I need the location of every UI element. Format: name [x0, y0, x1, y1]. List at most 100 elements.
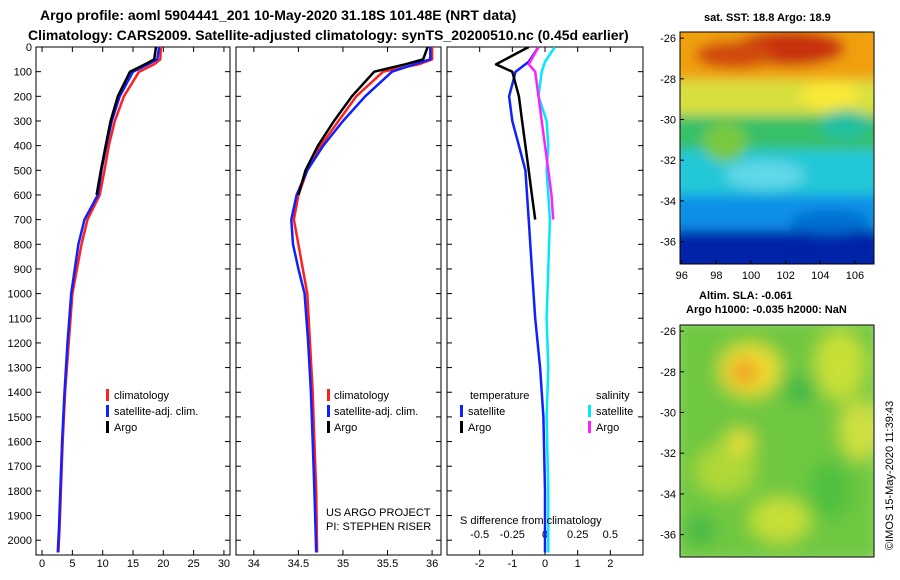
map-y-tick-label: -26 — [660, 33, 676, 45]
sla-map-subtitle: Argo h1000: -0.035 h2000: NaN — [686, 304, 847, 316]
temperature-axes — [35, 46, 231, 556]
map-y-tick-label: -30 — [660, 115, 676, 127]
salinity-panel: 34 34.5 35 35.5 36 climatology satellite-adj… — [235, 46, 442, 570]
legend-swatch-sal-argo — [588, 421, 591, 433]
legend-label-temp-satellite: satellite — [468, 406, 505, 418]
x-tick-label: 0 — [542, 558, 548, 570]
y-tick-label: 0 — [26, 42, 32, 54]
x-tick-label: 1 — [575, 558, 581, 570]
difference-lines — [494, 47, 556, 553]
y-tick-label: 900 — [14, 264, 32, 276]
y-tick-label: 400 — [14, 141, 32, 153]
difference-panel: -0.5 -0.25 0 0.25 0.5-2 -1 0 1 2 temperature sal… — [446, 46, 644, 570]
map-y-tick-label: -26 — [660, 326, 676, 338]
sst-map-frame — [679, 31, 875, 265]
imos-credit: ©IMOS 15-May-2020 11:39:43 — [884, 401, 896, 550]
legend-label-temp-argo: Argo — [468, 422, 491, 434]
y-tick-label: 2000 — [8, 535, 32, 547]
title-line-2: Climatology: CARS2009. Satellite-adjuste… — [28, 27, 629, 43]
legend-swatch-sal-satellite — [588, 405, 591, 417]
x-tick-label: -0.25 — [500, 529, 525, 541]
y-tick-label: 1700 — [8, 461, 32, 473]
legend-label-climatology: climatology — [114, 390, 170, 402]
sla-map-frame — [679, 324, 875, 558]
x-tick-label: 0.5 — [603, 529, 618, 541]
sst-heatmap — [680, 32, 874, 264]
y-tick-label: 1600 — [8, 437, 32, 449]
y-tick-label: 500 — [14, 165, 32, 177]
legend-swatch-argo — [327, 421, 330, 433]
map-y-tick-label: -28 — [660, 74, 676, 86]
x-tick-label: 10 — [97, 558, 109, 570]
x-tick-label: -1 — [507, 558, 517, 570]
legend-swatch-temp-argo — [460, 421, 463, 433]
x-tick-label: 0 — [39, 558, 45, 570]
x-tick-label: 30 — [218, 558, 230, 570]
map-x-tick-label: 98 — [710, 270, 722, 282]
legend-label-argo: Argo — [114, 422, 137, 434]
map-x-tick-label: 102 — [776, 270, 794, 282]
sla-map-ticks: -26 -28 -30 -32 -34 -36 — [660, 326, 684, 542]
legend-swatch-climatology — [327, 389, 330, 401]
y-tick-label: 1800 — [8, 486, 32, 498]
difference-xlabel: S difference from climatology — [460, 515, 602, 527]
series-line-argo — [95, 47, 158, 196]
legend-label-sal-satellite: satellite — [596, 406, 633, 418]
legend-swatch-climatology — [106, 389, 109, 401]
series-line-satellite-adj-clim — [56, 47, 161, 553]
series-line-temperature-satellite — [507, 47, 547, 553]
legend-header-temperature: temperature — [470, 390, 529, 402]
legend-label-climatology: climatology — [334, 390, 390, 402]
legend-label-argo: Argo — [334, 422, 357, 434]
map-y-tick-label: -30 — [660, 408, 676, 420]
x-tick-label: 35.5 — [377, 558, 398, 570]
x-tick-label: 34.5 — [288, 558, 309, 570]
legend-label-sal-argo: Argo — [596, 422, 619, 434]
difference-ticks: -0.5 -0.25 0 0.25 0.5-2 -1 0 1 2 — [447, 46, 643, 570]
legend-swatch-satellite — [327, 405, 330, 417]
map-x-tick-label: 106 — [846, 270, 864, 282]
series-line-temperature-argo — [494, 47, 537, 220]
map-y-tick-label: -36 — [660, 237, 676, 249]
x-tick-label: 25 — [188, 558, 200, 570]
temperature-panel: 0100200300400500600700800900100011001200… — [8, 42, 231, 570]
map-y-tick-label: -32 — [660, 448, 676, 460]
map-y-tick-label: -32 — [660, 155, 676, 167]
y-tick-label: 700 — [14, 215, 32, 227]
legend-label-satellite: satellite-adj. clim. — [334, 406, 418, 418]
y-tick-label: 100 — [14, 67, 32, 79]
sst-map-panel: sat. SST: 18.8 Argo: 18.9 -26 -28 -30 -32 -3… — [660, 12, 875, 282]
x-tick-label: -0.5 — [470, 529, 489, 541]
x-tick-label: 5 — [69, 558, 75, 570]
y-tick-label: 1000 — [8, 289, 32, 301]
y-tick-label: 1900 — [8, 511, 32, 523]
legend-header-salinity: salinity — [596, 390, 630, 402]
salinity-lines — [290, 47, 434, 553]
series-line-argo — [297, 47, 429, 196]
series-line-climatology — [292, 47, 434, 553]
sla-heatmap — [680, 325, 874, 557]
map-y-tick-label: -36 — [660, 530, 676, 542]
map-y-tick-label: -34 — [660, 196, 676, 208]
x-tick-label: -2 — [475, 558, 485, 570]
pi-credit: PI: STEPHEN RISER — [326, 521, 431, 533]
legend-swatch-temp-satellite — [460, 405, 463, 417]
sla-map-title: Altim. SLA: -0.061 — [699, 290, 793, 302]
series-line-satellite-adj-clim — [290, 47, 432, 553]
legend-swatch-argo — [106, 421, 109, 433]
y-tick-label: 1200 — [8, 338, 32, 350]
sla-map-panel: Altim. SLA: -0.061 Argo h1000: -0.035 h2… — [660, 290, 875, 558]
map-y-tick-label: -34 — [660, 489, 676, 501]
x-tick-label: 20 — [157, 558, 169, 570]
x-tick-label: 2 — [607, 558, 613, 570]
series-line-salinity-argo — [527, 47, 555, 220]
y-tick-label: 1300 — [8, 363, 32, 375]
salinity-axes — [235, 46, 442, 556]
x-tick-label: 0.25 — [567, 529, 588, 541]
legend-swatch-satellite — [106, 405, 109, 417]
x-tick-label: 36 — [426, 558, 438, 570]
temperature-lines — [56, 47, 163, 553]
y-tick-label: 1400 — [8, 387, 32, 399]
project-credit: US ARGO PROJECT — [326, 507, 431, 519]
temperature-legend: climatology satellite-adj. clim. Argo — [106, 389, 198, 434]
